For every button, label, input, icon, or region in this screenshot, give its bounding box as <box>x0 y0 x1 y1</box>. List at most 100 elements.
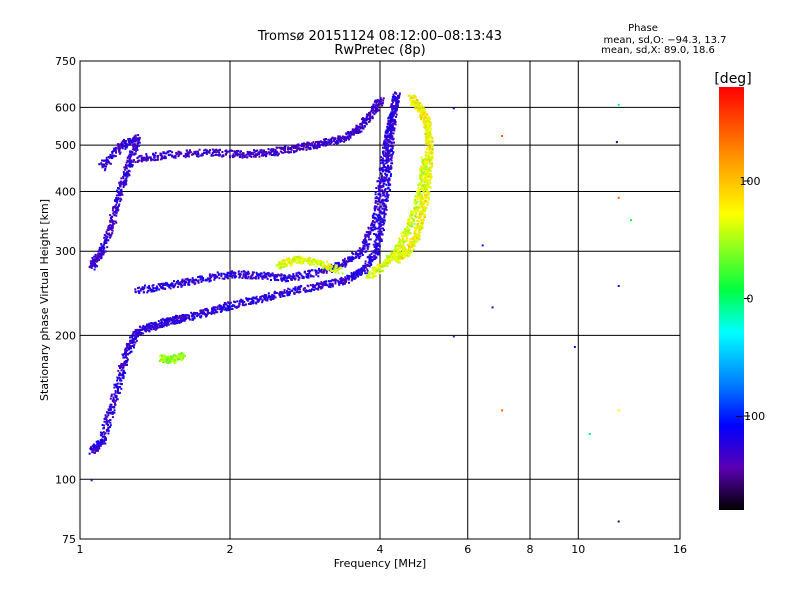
data-point <box>203 149 206 152</box>
data-point <box>259 273 261 276</box>
data-point <box>114 207 117 210</box>
data-point <box>256 273 258 276</box>
data-point <box>156 323 159 326</box>
data-point <box>351 129 354 132</box>
data-point <box>255 150 258 152</box>
data-point <box>279 295 282 298</box>
data-point <box>184 152 187 155</box>
data-point <box>193 312 196 315</box>
data-point <box>137 142 139 145</box>
data-point <box>343 136 346 139</box>
data-point <box>284 151 287 154</box>
data-point <box>410 210 413 213</box>
data-point <box>339 264 342 267</box>
data-point <box>291 275 294 278</box>
data-point <box>291 260 294 263</box>
data-point <box>124 179 127 182</box>
data-point <box>412 94 415 97</box>
data-point <box>381 176 383 179</box>
data-point <box>378 272 381 275</box>
data-point <box>416 99 418 101</box>
data-point <box>130 163 133 166</box>
data-point <box>369 119 372 122</box>
data-point <box>216 306 219 309</box>
data-point <box>286 257 288 260</box>
data-point <box>423 192 426 195</box>
data-point <box>384 259 387 262</box>
data-point <box>347 256 350 259</box>
data-point <box>250 298 253 300</box>
data-point <box>130 345 133 348</box>
data-point <box>414 96 417 99</box>
data-point <box>403 239 406 242</box>
data-point <box>247 297 250 300</box>
data-point <box>93 445 96 448</box>
data-point <box>174 282 177 285</box>
data-point <box>374 200 377 202</box>
data-point <box>327 264 330 267</box>
data-point <box>350 131 353 134</box>
data-point <box>265 296 268 299</box>
data-point <box>278 261 281 264</box>
data-point <box>296 286 299 289</box>
data-point <box>414 230 417 233</box>
data-point <box>255 153 258 156</box>
data-point <box>414 206 417 209</box>
data-point <box>421 175 423 178</box>
data-point <box>343 263 346 266</box>
data-point <box>371 115 374 118</box>
data-point <box>350 272 353 275</box>
data-point <box>402 230 405 233</box>
data-point <box>149 287 152 290</box>
data-point <box>134 337 136 340</box>
data-point <box>274 153 277 156</box>
data-point <box>390 254 393 257</box>
data-point <box>388 184 391 187</box>
data-point <box>426 147 428 150</box>
data-point <box>318 144 321 146</box>
data-point <box>392 144 395 147</box>
data-point <box>367 255 370 258</box>
data-point <box>91 256 94 259</box>
data-point <box>325 140 328 143</box>
data-point <box>406 226 409 228</box>
data-point <box>250 152 253 155</box>
data-point <box>117 386 120 389</box>
data-point <box>382 154 385 157</box>
data-point <box>114 385 117 388</box>
data-point <box>280 273 283 276</box>
data-point <box>429 170 432 172</box>
data-point <box>328 263 331 266</box>
data-point <box>421 171 424 174</box>
data-point <box>225 152 228 154</box>
data-point <box>369 262 372 265</box>
data-point <box>312 286 315 289</box>
data-point <box>330 266 333 269</box>
data-point <box>390 159 393 162</box>
data-point <box>428 117 431 120</box>
data-point <box>390 141 393 144</box>
data-point <box>119 181 122 184</box>
data-point <box>108 232 111 235</box>
data-point <box>373 250 376 253</box>
data-point <box>131 164 134 167</box>
data-point <box>315 287 318 290</box>
data-point <box>201 277 204 280</box>
data-point <box>167 322 170 325</box>
data-point <box>388 262 391 265</box>
data-point <box>374 216 377 219</box>
data-point <box>110 395 113 398</box>
data-point <box>144 328 147 331</box>
data-point <box>414 105 417 108</box>
data-point <box>117 145 120 148</box>
data-point <box>368 254 371 257</box>
data-point <box>391 136 394 139</box>
data-point <box>368 243 371 246</box>
data-point <box>184 315 187 318</box>
data-point <box>102 244 105 247</box>
data-point <box>158 325 161 328</box>
data-point <box>129 161 132 164</box>
data-point <box>394 111 397 114</box>
data-point <box>107 429 110 432</box>
data-point <box>415 107 418 110</box>
